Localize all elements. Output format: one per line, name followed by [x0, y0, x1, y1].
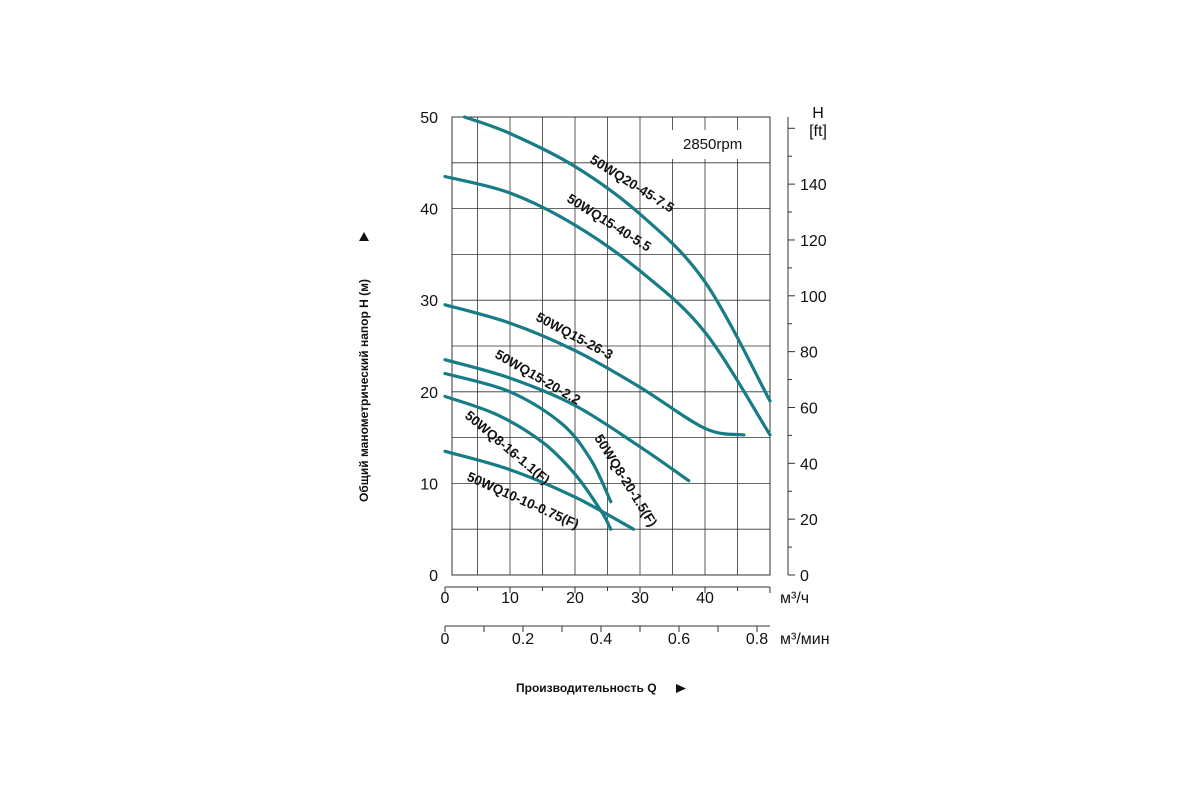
x-m3h-tick-label: 30 — [631, 590, 649, 607]
right-axis-unit-top: H — [812, 105, 824, 122]
rpm-label: 2850rpm — [683, 136, 742, 153]
arrow-up-icon — [359, 232, 369, 241]
curve-50WQ15-26-3 — [443, 303, 746, 437]
y-left-tick-label: 0 — [429, 568, 438, 585]
x-axis-title: Производительность Q — [516, 681, 686, 695]
y-left-tick-label: 20 — [420, 385, 438, 402]
curve-50WQ20-45-7.5 — [462, 115, 772, 403]
y-right-tick-label: 0 — [800, 568, 809, 585]
x-m3min-tick-label: 0.8 — [746, 631, 768, 648]
curve-50WQ10-10-0.75(F) — [443, 449, 636, 531]
y-right-tick-label: 60 — [800, 400, 818, 417]
y-axis-title: Общий манометрический напор H (м) — [357, 232, 371, 502]
x-m3h-tick-label: 0 — [441, 590, 450, 607]
grid — [451, 116, 771, 576]
x-axis-unit-m3h: м³/ч — [780, 590, 809, 607]
performance-curves — [443, 115, 772, 531]
rpm-box — [672, 130, 769, 159]
curve-50WQ15-20-2.2 — [443, 358, 691, 483]
curve-50WQ15-40-5.5 — [443, 174, 772, 437]
arrow-right-icon — [676, 684, 686, 693]
x-m3h-tick-label: 20 — [566, 590, 584, 607]
svg-text:Общий манометрический напор H: Общий манометрический напор H (м) — [357, 279, 371, 502]
x-m3min-tick-label: 0 — [441, 631, 450, 648]
axes: 0 10 20 30 40 50 0 20 40 60 80 100 120 140 0 10 20 30 40 0 0… — [420, 110, 827, 648]
curve-label-50WQ10-10-0.75F: 50WQ10-10-0.75(F) — [465, 469, 581, 532]
y-right-tick-label: 100 — [800, 289, 827, 306]
x-axis-unit-m3min: м³/мин — [780, 631, 830, 648]
curve-label-50WQ15-40-5.5: 50WQ15-40-5.5 — [564, 191, 654, 255]
y-right-tick-label: 140 — [800, 177, 827, 194]
y-right-tick-label: 20 — [800, 512, 818, 529]
right-axis-unit-bottom: [ft] — [809, 123, 827, 140]
x-m3min-tick-label: 0.6 — [668, 631, 690, 648]
svg-text:Производительность Q: Производительность Q — [516, 681, 657, 695]
curve-50WQ8-20-1.5(F) — [443, 371, 613, 504]
y-left-tick-label: 40 — [420, 202, 438, 219]
y-left-tick-label: 30 — [420, 293, 438, 310]
y-right-tick-label: 40 — [800, 456, 818, 473]
y-left-tick-label: 10 — [420, 476, 438, 493]
y-right-tick-label: 120 — [800, 233, 827, 250]
x-m3h-tick-label: 40 — [696, 590, 714, 607]
x-m3h-tick-label: 10 — [501, 590, 519, 607]
x-m3min-tick-label: 0.4 — [590, 631, 612, 648]
x-m3min-tick-label: 0.2 — [512, 631, 534, 648]
y-right-tick-label: 80 — [800, 345, 818, 362]
y-left-tick-label: 50 — [420, 110, 438, 127]
